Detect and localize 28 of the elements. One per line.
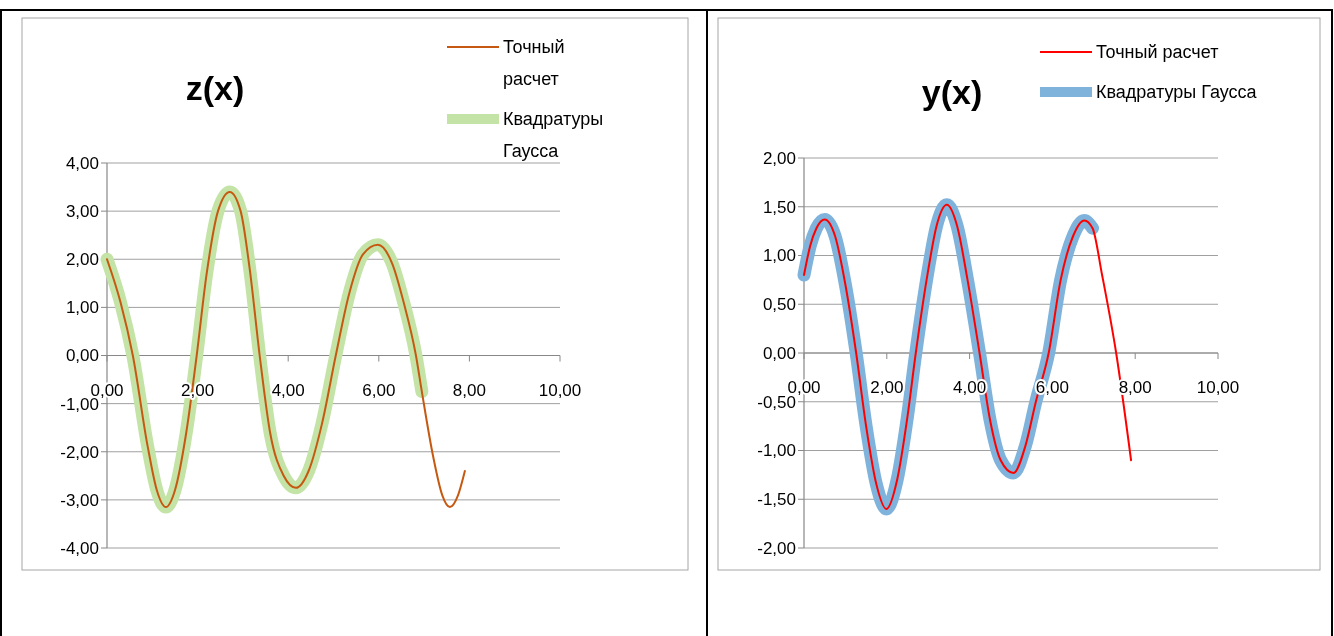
legend-label: Квадратуры Гаусса — [503, 109, 604, 162]
legend-label: Квадратуры Гаусса — [1096, 82, 1258, 103]
chart-title: y(x) — [921, 73, 983, 111]
y-tick-label: 0,50 — [762, 295, 796, 315]
y-tick-label: 0,00 — [762, 343, 796, 363]
x-tick-label: 10,00 — [1196, 378, 1240, 397]
x-tick-label: 8,00 — [452, 380, 486, 400]
legend-label: Точный расчет — [503, 37, 565, 90]
y-tick-label: 1,00 — [65, 298, 99, 318]
y-tick-label: -1,00 — [757, 441, 796, 461]
x-tick-label: 2,00 — [870, 378, 904, 397]
chart-title: z(x) — [185, 69, 245, 107]
y-tick-label: 3,00 — [65, 202, 99, 222]
y-tick-label: 2,00 — [762, 148, 796, 168]
y-tick-label: -2,00 — [757, 538, 796, 558]
y-tick-label: 0,00 — [65, 346, 99, 366]
y-tick-label: -3,00 — [60, 490, 99, 510]
legend-label: Точный расчет — [1096, 42, 1219, 63]
y-tick-label: 2,00 — [65, 250, 99, 270]
y-tick-label: 1,50 — [762, 197, 796, 217]
y-tick-label: -2,00 — [60, 442, 99, 462]
x-tick-label: 4,00 — [271, 380, 305, 400]
y-tick-label: -4,00 — [60, 538, 99, 558]
x-tick-label: 6,00 — [362, 380, 396, 400]
y-tick-label: -1,50 — [757, 490, 796, 510]
x-tick-label: 10,00 — [538, 380, 582, 400]
y-tick-label: 1,00 — [762, 246, 796, 266]
y-tick-label: 4,00 — [65, 153, 99, 173]
